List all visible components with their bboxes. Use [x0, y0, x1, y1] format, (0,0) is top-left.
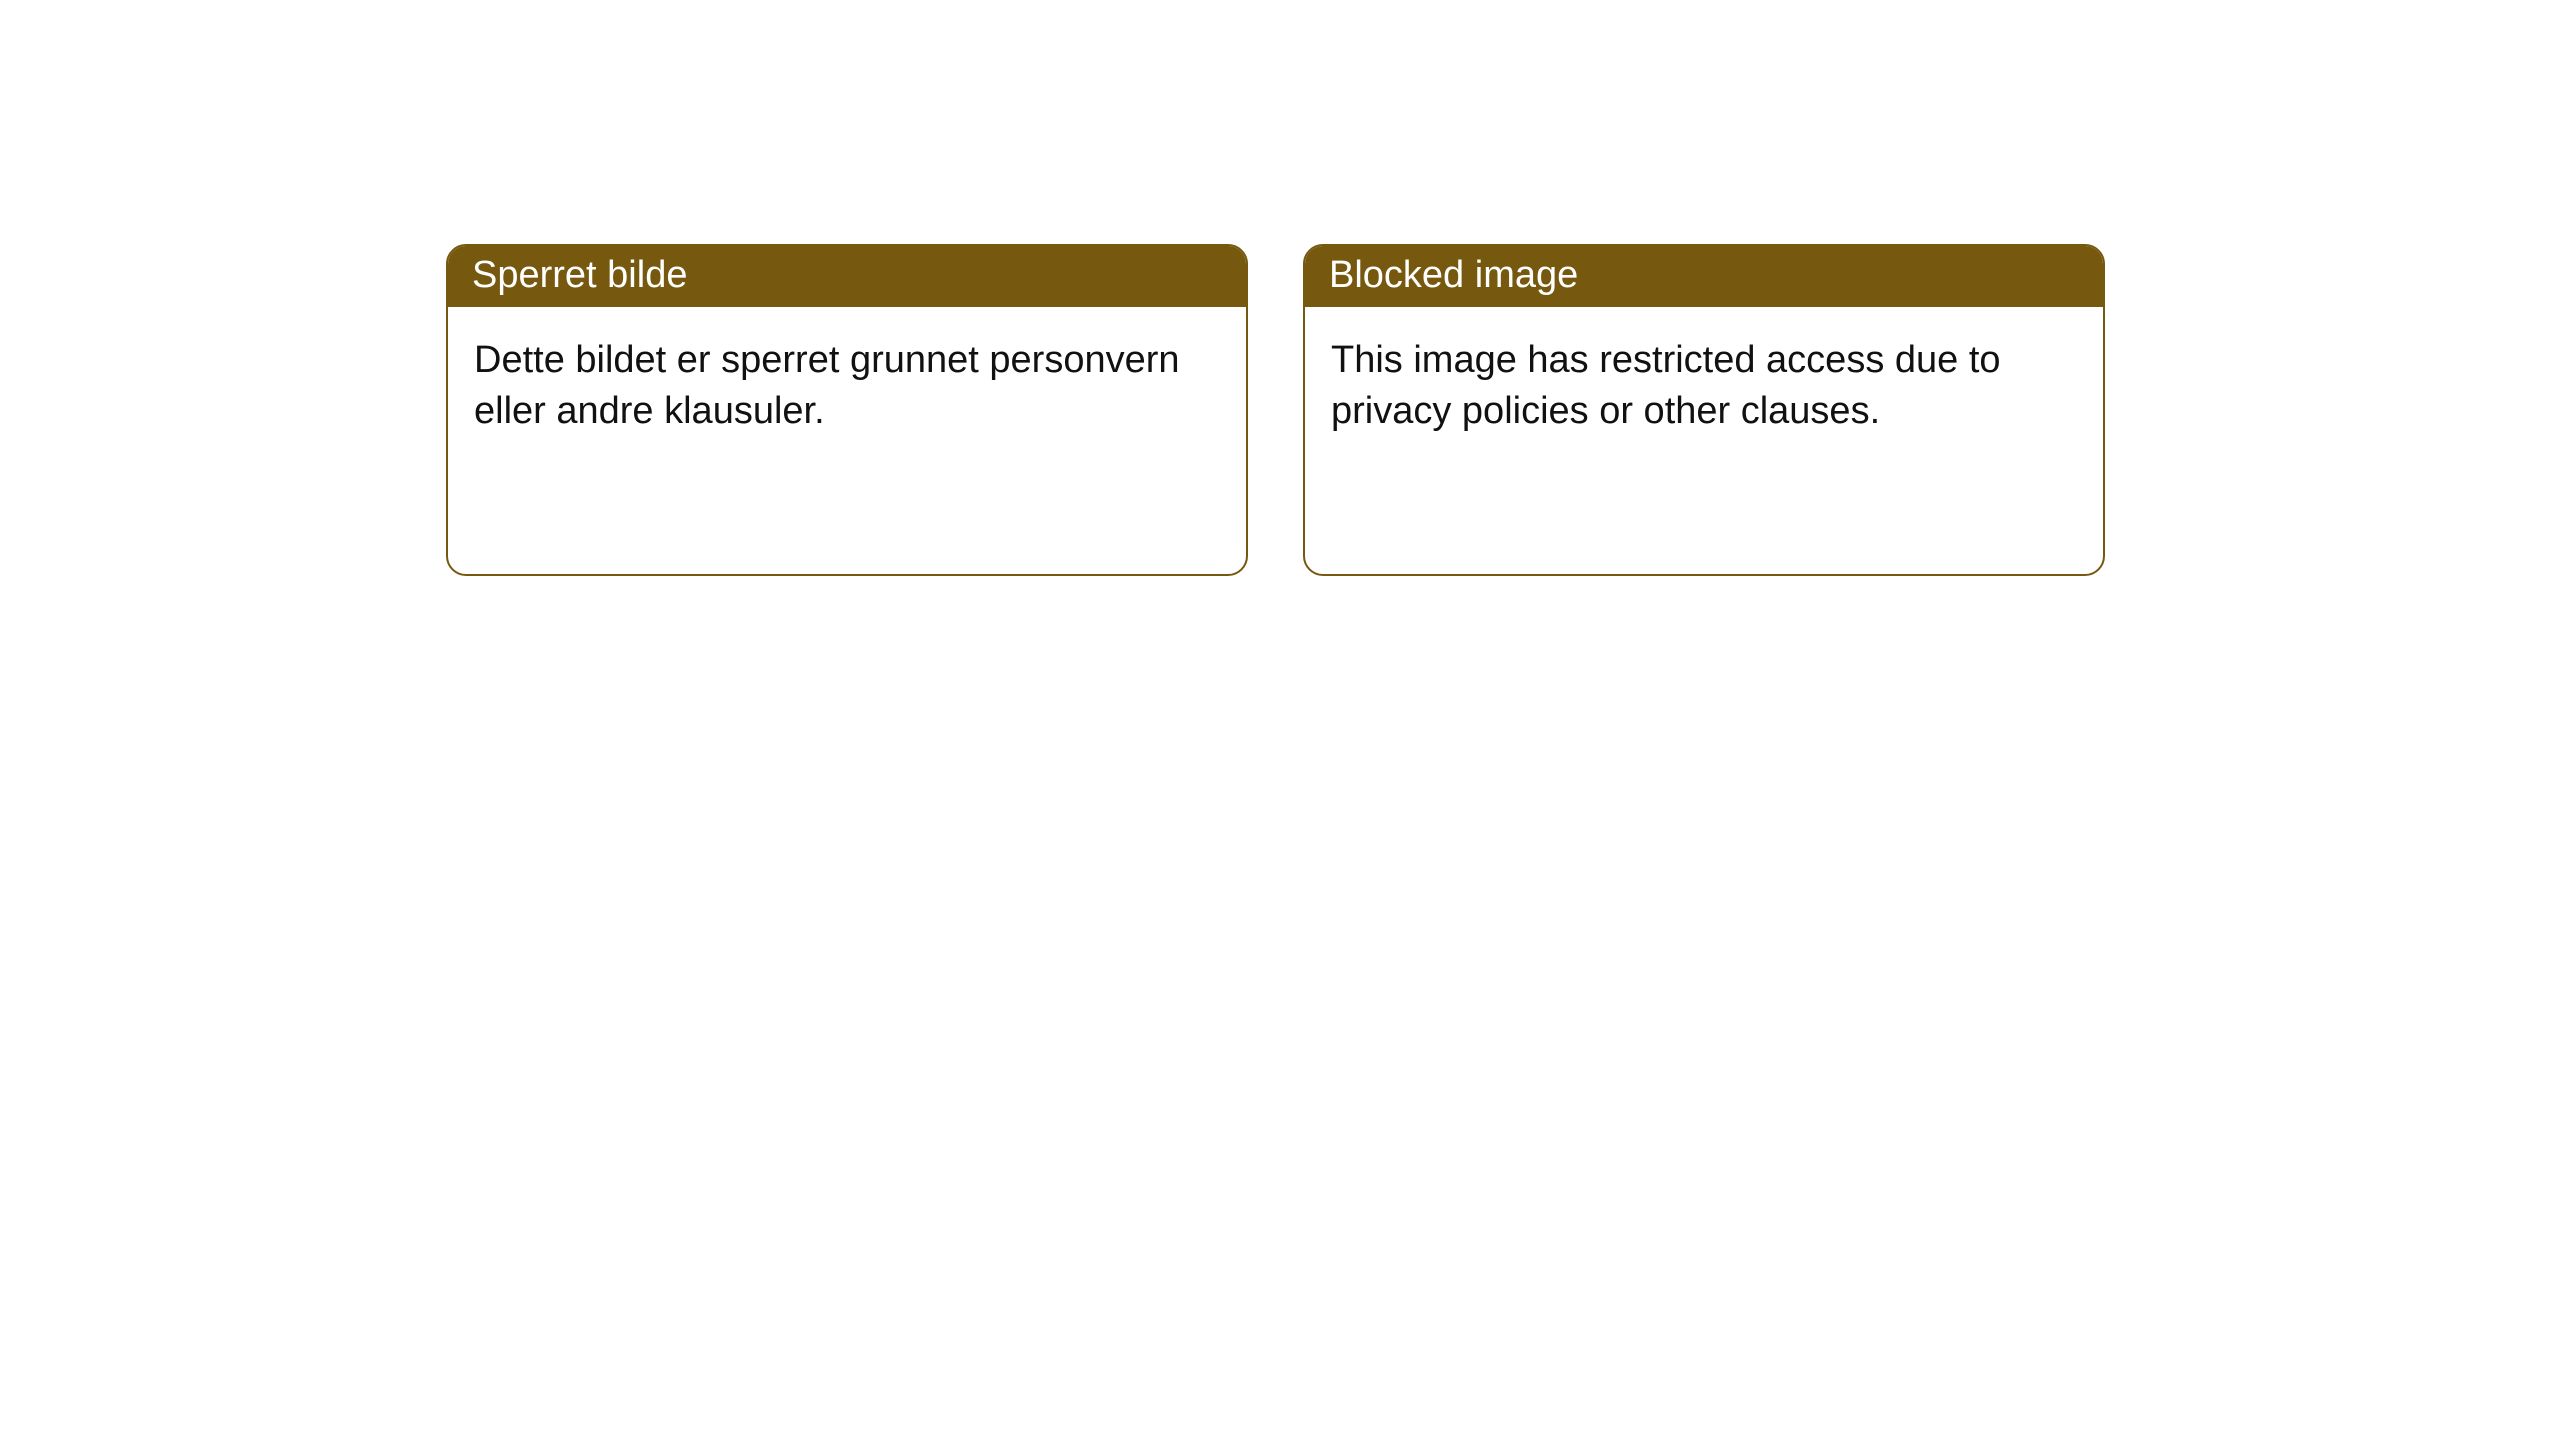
card-title: Blocked image — [1305, 246, 2103, 307]
blocked-image-cards: Sperret bilde Dette bildet er sperret gr… — [446, 244, 2105, 576]
card-title: Sperret bilde — [448, 246, 1246, 307]
card-body: This image has restricted access due to … — [1305, 307, 2103, 466]
card-body: Dette bildet er sperret grunnet personve… — [448, 307, 1246, 466]
blocked-card-norwegian: Sperret bilde Dette bildet er sperret gr… — [446, 244, 1248, 576]
blocked-card-english: Blocked image This image has restricted … — [1303, 244, 2105, 576]
